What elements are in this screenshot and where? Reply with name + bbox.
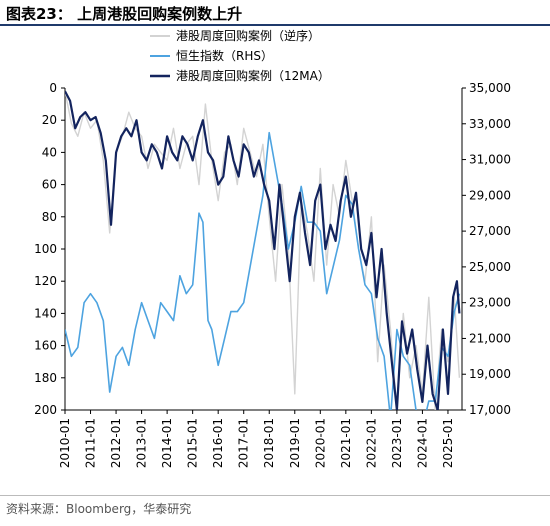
- x-tick-label: 2021-01: [339, 418, 353, 468]
- y-right-tick-label: 27,000: [469, 224, 511, 238]
- y-right-tick-label: 17,000: [469, 403, 511, 417]
- y-right-tick-label: 19,000: [469, 367, 511, 381]
- x-tick-label: 2016-01: [211, 418, 225, 468]
- x-tick-label: 2020-01: [313, 418, 327, 468]
- y-left-tick-label: 0: [49, 81, 57, 95]
- x-tick-label: 2024-01: [415, 418, 429, 468]
- y-left-tick-label: 180: [34, 371, 57, 385]
- legend-label-1: 港股周度回购案例（逆序）: [176, 28, 320, 43]
- y-right-tick-label: 31,000: [469, 153, 511, 167]
- y-left-tick-label: 160: [34, 339, 57, 353]
- y-left-tick-label: 100: [34, 242, 57, 256]
- x-tick-label: 2011-01: [84, 418, 98, 468]
- x-tick-label: 2015-01: [186, 418, 200, 468]
- chart: 0 20 40 60 80 100 120 140 160 180 200 35,000 33,000 3…: [0, 0, 550, 500]
- y-left-tick-label: 200: [34, 403, 57, 417]
- y-right-tick-label: 33,000: [469, 117, 511, 131]
- x-tick-label: 2018-01: [262, 418, 276, 468]
- x-tick-label: 2012-01: [109, 418, 123, 468]
- y-left-tick-label: 120: [34, 274, 57, 288]
- x-tick-label: 2019-01: [288, 418, 302, 468]
- y-right-tick-label: 29,000: [469, 188, 511, 202]
- x-tick-label: 2025-01: [441, 418, 455, 468]
- source-note: 资料来源：Bloomberg，华泰研究: [6, 500, 191, 517]
- x-tick-label: 2010-01: [58, 418, 72, 468]
- y-right-tick-label: 25,000: [469, 260, 511, 274]
- y-right-tick-label: 35,000: [469, 81, 511, 95]
- bottom-rule: [0, 495, 550, 496]
- y-left-tick-label: 60: [42, 178, 57, 192]
- y-left-tick-label: 80: [42, 210, 57, 224]
- legend-label-2: 恒生指数（RHS）: [176, 48, 273, 63]
- legend-label-3: 港股周度回购案例（12MA）: [176, 68, 330, 83]
- x-tick-label: 2023-01: [390, 418, 404, 468]
- x-tick-label: 2014-01: [160, 418, 174, 468]
- x-tick-label: 2017-01: [237, 418, 251, 468]
- x-tick-label: 2022-01: [364, 418, 378, 468]
- series-line-3: [65, 91, 459, 410]
- y-right-tick-label: 23,000: [469, 296, 511, 310]
- y-left-tick-label: 20: [42, 113, 57, 127]
- x-tick-label: 2013-01: [135, 418, 149, 468]
- y-left-tick-label: 140: [34, 306, 57, 320]
- y-left-tick-label: 40: [42, 145, 57, 159]
- y-right-tick-label: 21,000: [469, 331, 511, 345]
